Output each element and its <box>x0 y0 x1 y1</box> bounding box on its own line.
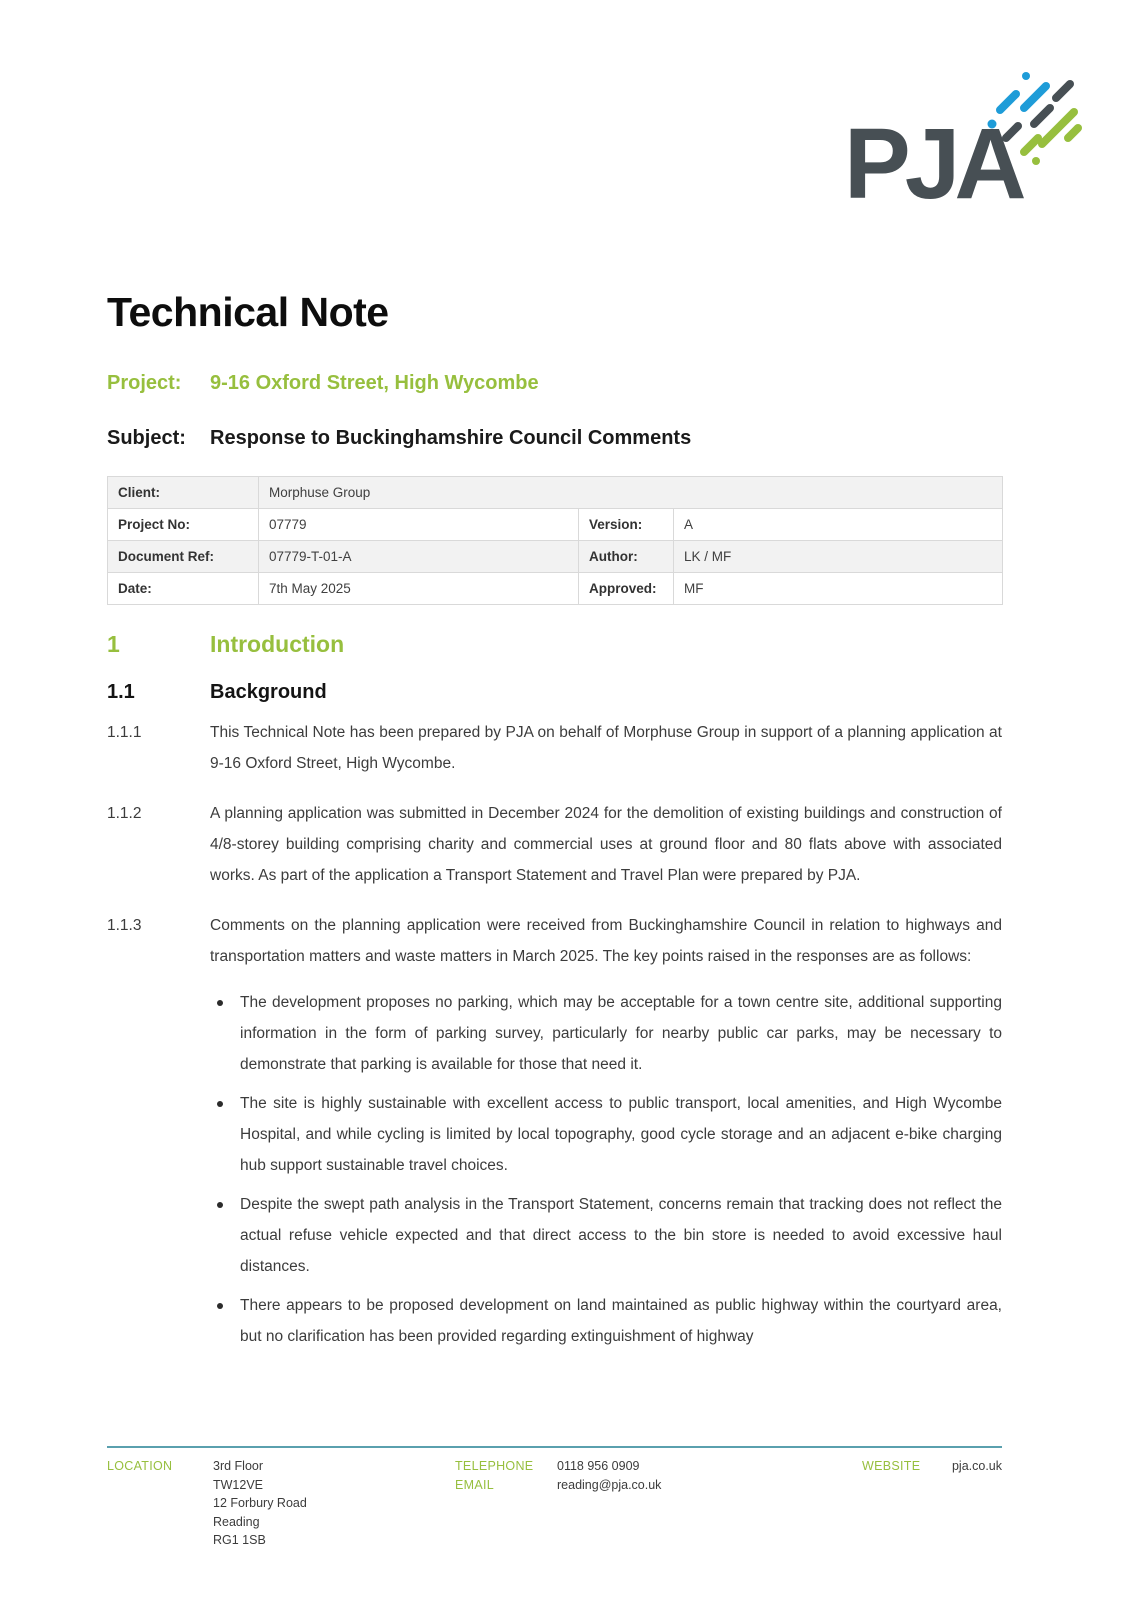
document-ref-value: 07779-T-01-A <box>258 540 579 573</box>
project-value: 9-16 Oxford Street, High Wycombe <box>210 372 539 394</box>
version-label: Version: <box>578 508 674 541</box>
list-item: There appears to be proposed development… <box>210 1290 1002 1352</box>
pja-logo-spark-icon <box>987 72 1082 165</box>
address-block: 3rd Floor TW12VE 12 Forbury Road Reading… <box>213 1457 455 1550</box>
project-no-value: 07779 <box>258 508 579 541</box>
date-value: 7th May 2025 <box>258 572 579 605</box>
paragraph-text: This Technical Note has been prepared by… <box>210 724 1002 772</box>
list-item: The site is highly sustainable with exce… <box>210 1088 1002 1181</box>
paragraph-1-1-2: 1.1.2 A planning application was submitt… <box>107 798 1002 891</box>
email-value: reading@pja.co.uk <box>557 1477 662 1492</box>
section-number: 1 <box>107 631 120 657</box>
address-line: 12 Forbury Road <box>213 1496 307 1510</box>
pja-logo: PJA <box>844 66 1082 214</box>
subsection-number: 1.1 <box>107 681 135 703</box>
bullet-text: The site is highly sustainable with exce… <box>240 1095 1002 1174</box>
bullet-icon <box>210 1189 240 1282</box>
subsection-heading-background: 1.1 Background <box>107 679 1002 705</box>
key-points-list: The development proposes no parking, whi… <box>210 987 1002 1352</box>
address-line: RG1 1SB <box>213 1533 266 1547</box>
page-title: Technical Note <box>107 289 389 335</box>
table-row: Client: Morphuse Group <box>107 476 1004 509</box>
paragraph-text: A planning application was submitted in … <box>210 805 1002 884</box>
telephone-label: TELEPHONE <box>455 1459 534 1473</box>
table-row: Document Ref: 07779-T-01-A Author: LK / … <box>107 540 1004 573</box>
subject-label: Subject: <box>107 427 186 449</box>
document-ref-label: Document Ref: <box>107 540 259 573</box>
bullet-icon <box>210 1290 240 1352</box>
location-label: LOCATION <box>107 1459 173 1473</box>
address-line: Reading <box>213 1514 260 1529</box>
approved-value: MF <box>672 572 1004 605</box>
table-row: Project No: 07779 Version: A <box>107 508 1004 541</box>
document-info-table: Client: Morphuse Group Project No: 07779… <box>107 476 1004 605</box>
paragraph-number: 1.1.3 <box>107 917 142 934</box>
version-value: A <box>672 508 1004 541</box>
paragraph-number: 1.1.1 <box>107 724 142 741</box>
contact-labels: TELEPHONE EMAIL <box>455 1457 557 1550</box>
paragraph-1-1-3: 1.1.3 Comments on the planning applicati… <box>107 910 1002 972</box>
section-heading-introduction: 1 Introduction <box>107 630 1002 658</box>
contact-values: 0118 956 0909 reading@pja.co.uk <box>557 1457 862 1550</box>
list-item: Despite the swept path analysis in the T… <box>210 1189 1002 1282</box>
address-line: 3rd Floor <box>213 1459 264 1473</box>
list-item: The development proposes no parking, whi… <box>210 987 1002 1080</box>
bullet-icon <box>210 987 240 1080</box>
client-value: Morphuse Group <box>257 476 1004 509</box>
bullet-icon <box>210 1088 240 1181</box>
email-label: EMAIL <box>455 1477 495 1492</box>
author-label: Author: <box>578 540 674 573</box>
paragraph-number: 1.1.2 <box>107 805 142 822</box>
date-label: Date: <box>107 572 259 605</box>
pja-logo-text: PJA <box>844 108 1027 220</box>
author-value: LK / MF <box>672 540 1004 573</box>
website-value: pja.co.uk <box>951 1459 1002 1473</box>
page-footer: LOCATION 3rd Floor TW12VE 12 Forbury Roa… <box>107 1446 1002 1550</box>
address-line: TW12VE <box>213 1477 264 1492</box>
bullet-text: There appears to be proposed development… <box>240 1297 1002 1345</box>
project-label: Project: <box>107 372 182 394</box>
subject-value: Response to Buckinghamshire Council Comm… <box>210 427 692 449</box>
telephone-value: 0118 956 0909 <box>557 1459 640 1473</box>
paragraph-text: Comments on the planning application wer… <box>210 917 1002 965</box>
paragraph-1-1-1: 1.1.1 This Technical Note has been prepa… <box>107 717 1002 779</box>
website-label: WEBSITE <box>862 1459 921 1473</box>
section-title: Introduction <box>210 631 345 657</box>
table-row: Date: 7th May 2025 Approved: MF <box>107 572 1004 605</box>
subject-row: Subject: Response to Buckinghamshire Cou… <box>107 426 1002 450</box>
project-no-label: Project No: <box>107 508 259 541</box>
approved-label: Approved: <box>578 572 674 605</box>
bullet-text: The development proposes no parking, whi… <box>240 994 1002 1073</box>
project-row: Project: 9-16 Oxford Street, High Wycomb… <box>107 371 1002 395</box>
client-label: Client: <box>107 476 259 509</box>
bullet-text: Despite the swept path analysis in the T… <box>240 1196 1002 1275</box>
subsection-title: Background <box>210 681 327 703</box>
